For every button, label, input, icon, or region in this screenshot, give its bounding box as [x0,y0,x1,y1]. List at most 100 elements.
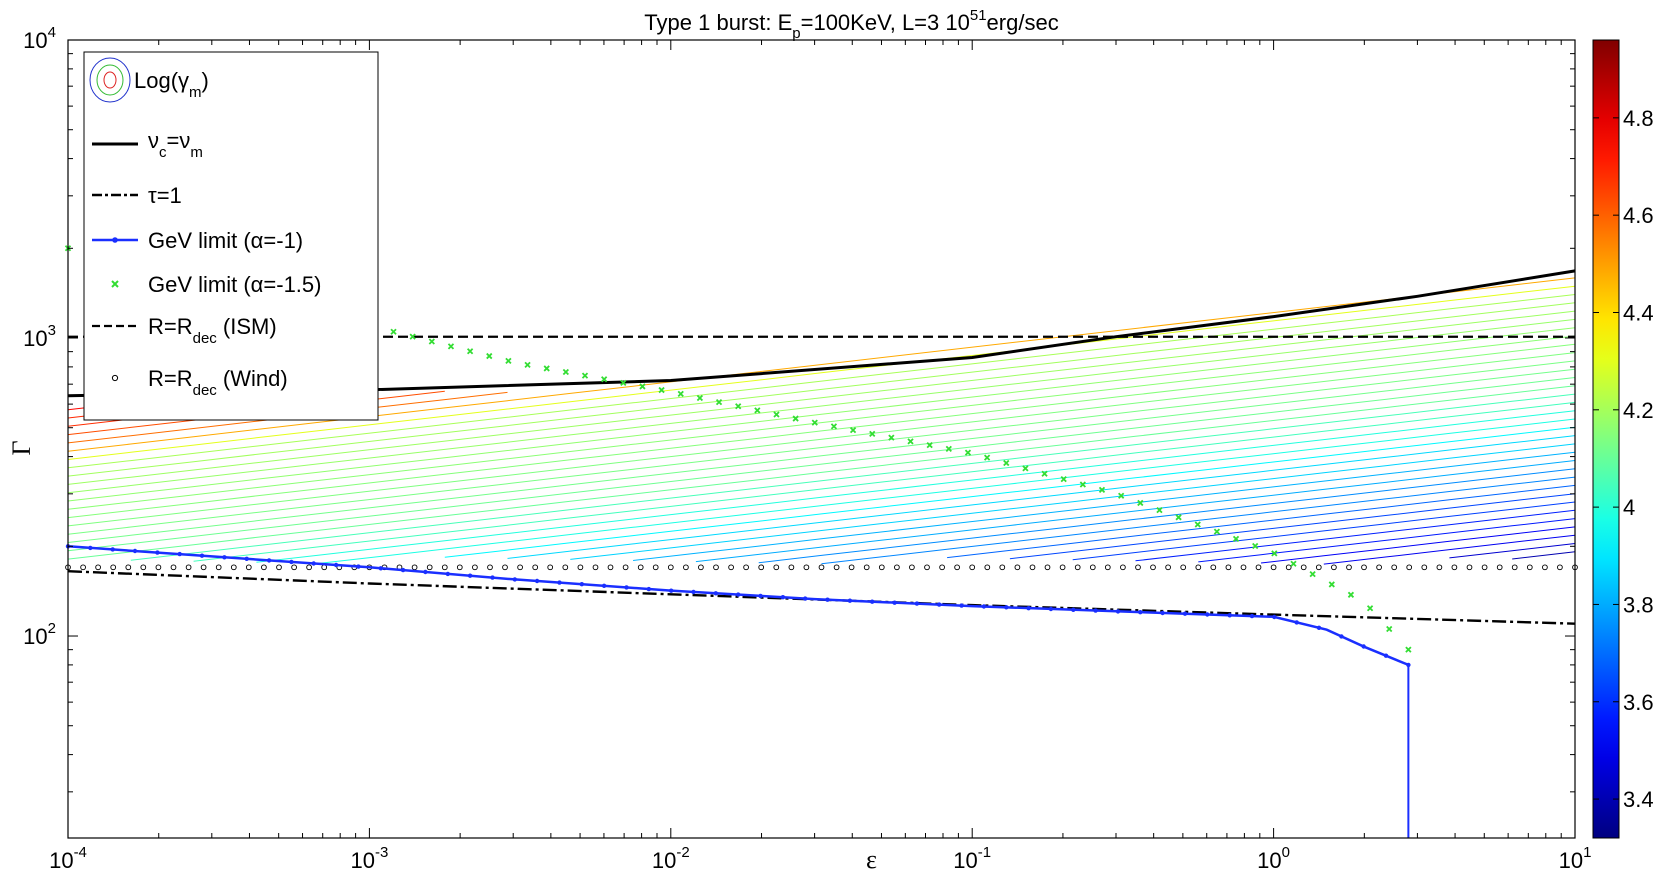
wind-circle-mark [185,564,192,571]
gev-alpha1-dot [959,603,964,608]
colorbar-tick-label: 3.8 [1623,592,1654,617]
gev-alpha15-mark [1137,499,1144,507]
gev-alpha1-dot [713,591,718,596]
contour-line [130,393,1576,561]
gev-alpha15-mark [1079,481,1086,488]
legend-entry-label: R=Rdec (Wind) [148,366,288,399]
gev-alpha15-mark [888,434,895,441]
wind-circle-mark [1406,564,1413,571]
wind-circle-mark [622,564,629,571]
contour-line [1260,526,1576,564]
gev-alpha1-dot [1316,625,1322,630]
series-gev-alpha1-line [67,545,1409,667]
wind-circle-mark [1496,564,1503,571]
wind-circle-mark [1029,564,1036,571]
wind-circle-mark [758,564,765,571]
legend-blue-dot [112,237,118,243]
wind-circle-mark [1346,564,1352,571]
contour-line [758,468,1576,564]
gev-alpha15-mark [773,411,780,418]
wind-circle-mark [1074,564,1081,571]
wind-circle-mark [698,564,704,571]
wind-circle-mark [1511,564,1518,571]
gev-alpha1-dot [914,601,920,606]
legend-contour-icon [103,71,117,89]
gev-alpha1-dot [1339,634,1344,639]
gev-alpha15-mark [1290,560,1297,567]
gev-alpha15-mark [581,372,589,379]
contour-line [67,335,1576,510]
wind-circle-mark [1240,564,1247,571]
gev-alpha15-mark [466,348,474,355]
contour-line [444,426,1576,558]
legend-entry-label: Log(γm) [134,68,209,101]
colorbar-tick-label: 4.6 [1623,203,1654,228]
y-tick-label: 103 [23,322,56,351]
wind-circle-mark [1014,564,1021,571]
gev-alpha15-mark [1252,542,1259,550]
wind-circle-mark [95,564,101,571]
wind-circle-mark [969,564,976,571]
y-tick-label: 102 [23,620,56,649]
gev-alpha15-mark [1156,506,1163,514]
gev-alpha1-dot [1182,611,1188,616]
wind-circle-mark [276,564,282,571]
wind-circle-mark [818,564,825,571]
contour-line [67,360,1576,535]
wind-circle-mark [1542,564,1548,571]
gev-alpha1-dot [1249,613,1255,619]
gev-alpha1-dot [1071,607,1076,612]
wind-circle-mark [1466,564,1473,571]
wind-circle-mark [1059,564,1066,571]
gev-alpha1-dot [490,575,495,580]
wind-circle-mark [291,564,297,571]
wind-circle-mark [894,564,900,571]
gev-alpha15-mark [1213,528,1221,535]
colorbar-bar [1592,39,1620,839]
gev-alpha1-dot [624,585,629,590]
x-tick-label: 100 [1257,844,1290,873]
wind-circle-mark [683,564,689,571]
x-tick-label: 10-3 [350,844,388,873]
gev-alpha1-dot [847,598,853,603]
gev-alpha1-dot [512,577,517,582]
x-axis: 10-4 10-3 10-2 10-1 100 101 [49,40,1591,873]
wind-circle-mark [306,564,312,571]
gev-alpha15-mark [601,376,608,383]
contour-line [193,401,1576,562]
gev-alpha1-dot [758,593,763,599]
gev-alpha15-mark [1098,486,1106,494]
gev-alpha15-mark [620,379,627,386]
series-layer [64,245,1578,838]
gev-alpha15-mark [543,365,550,372]
wind-circle-mark [502,564,508,571]
gev-alpha1-dot [557,580,562,585]
colorbar-tick-label: 3.4 [1623,787,1654,812]
gev-alpha15-mark [869,430,876,438]
gev-alpha1-dot [646,586,651,592]
wind-circle-mark [487,564,493,571]
legend-box [83,51,379,421]
contour-line [67,343,1576,519]
gev-alpha15-mark [983,454,991,461]
wind-circle-mark [261,564,267,571]
wind-circle-mark [924,564,930,571]
gev-alpha15-mark [677,390,684,398]
legend-entry-label: νc=νm [148,128,203,161]
wind-circle-mark [773,564,780,571]
wind-circle-mark [1481,564,1488,571]
wind-circle-mark [1391,564,1398,571]
wind-circle-mark [547,564,554,571]
gev-alpha15-mark [1041,470,1048,477]
contour-line [1072,501,1576,561]
gev-alpha15-mark [1194,521,1201,528]
gev-alpha15-mark [1347,591,1355,598]
gev-alpha15-mark [658,386,665,394]
gev-alpha15-mark [524,361,531,368]
wind-circle-mark [1331,564,1337,571]
wind-circle-mark [939,564,945,571]
gev-alpha1-dot [1004,605,1009,610]
gev-alpha1-dot [1272,614,1277,620]
gev-alpha1-dot [378,566,383,571]
wind-circle-mark [1210,564,1217,571]
